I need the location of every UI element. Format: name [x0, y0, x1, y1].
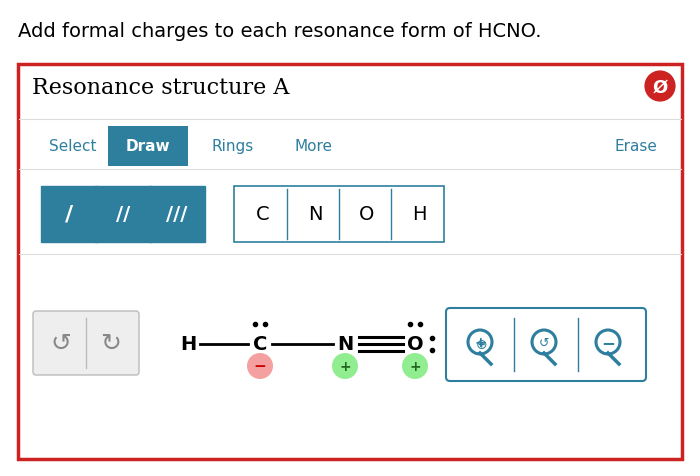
Text: −: −	[601, 333, 615, 351]
FancyBboxPatch shape	[18, 65, 682, 459]
Text: ↻: ↻	[101, 331, 122, 355]
Circle shape	[247, 353, 273, 379]
Circle shape	[643, 70, 677, 104]
Text: N: N	[308, 205, 322, 224]
Text: /: /	[65, 205, 73, 225]
Text: −: −	[253, 359, 267, 374]
Text: +: +	[474, 335, 486, 349]
Text: Draw: Draw	[126, 139, 170, 154]
FancyBboxPatch shape	[41, 187, 97, 242]
Text: Rings: Rings	[212, 139, 254, 154]
FancyBboxPatch shape	[33, 311, 139, 375]
Circle shape	[332, 353, 358, 379]
Text: Ø: Ø	[652, 79, 668, 97]
Text: More: More	[294, 139, 332, 154]
FancyBboxPatch shape	[446, 308, 646, 381]
Text: N: N	[337, 335, 353, 354]
Text: Select: Select	[49, 139, 97, 154]
FancyBboxPatch shape	[149, 187, 205, 242]
Text: +: +	[410, 359, 421, 373]
Text: H: H	[180, 335, 196, 354]
Text: Erase: Erase	[615, 139, 657, 154]
Text: Add formal charges to each resonance form of HCNO.: Add formal charges to each resonance for…	[18, 22, 542, 41]
Text: C: C	[253, 335, 267, 354]
FancyBboxPatch shape	[95, 187, 151, 242]
Text: +: +	[340, 359, 351, 373]
Text: //: //	[116, 205, 130, 224]
Text: Resonance structure A: Resonance structure A	[32, 77, 289, 99]
Text: ///: ///	[167, 205, 188, 224]
Text: O: O	[407, 335, 424, 354]
FancyBboxPatch shape	[108, 127, 188, 167]
Text: C: C	[256, 205, 270, 224]
Text: ↺: ↺	[50, 331, 71, 355]
Text: O: O	[359, 205, 375, 224]
Text: ⊕: ⊕	[476, 337, 488, 351]
Circle shape	[402, 353, 428, 379]
Text: H: H	[412, 205, 426, 224]
FancyBboxPatch shape	[234, 187, 444, 242]
Text: ↺: ↺	[539, 336, 550, 349]
